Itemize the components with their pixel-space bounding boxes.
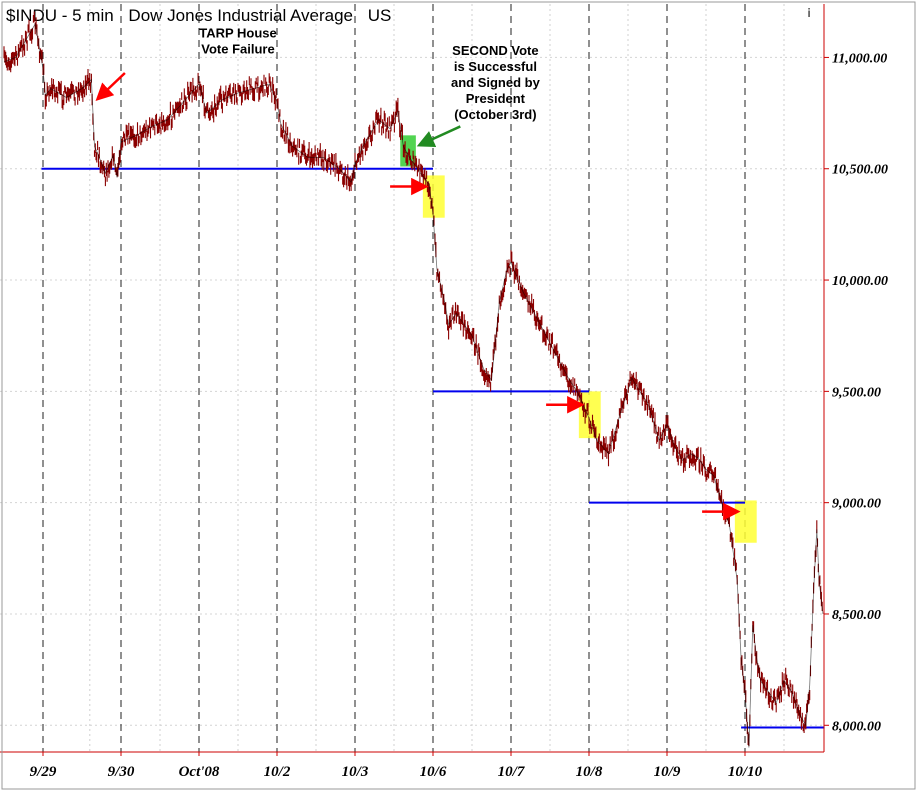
- x-tick-label: Oct'08: [179, 764, 220, 780]
- y-tick-label: 10,500.00: [832, 163, 888, 178]
- y-tick-label: 11,000.00: [832, 51, 887, 66]
- y-axis: 11,000.00 10,500.00 10,000.00 9,500.00 9,000…: [824, 51, 888, 734]
- highlight-box: [400, 135, 416, 167]
- y-tick-label: 9,500.00: [832, 385, 881, 400]
- chart-menu-icon[interactable]: ⅰ: [807, 6, 811, 20]
- annotation-line: Vote Failure: [201, 41, 274, 56]
- annotation-arrow: [416, 125, 461, 148]
- y-tick-label: 10,000.00: [832, 274, 888, 289]
- y-tick-label: 8,500.00: [832, 608, 881, 623]
- title-name: Dow Jones Industrial Average: [128, 6, 353, 25]
- annotation-tarp: TARP House Vote Failure: [199, 25, 277, 56]
- y-tick-label: 9,000.00: [832, 497, 881, 512]
- annotation-arrow: [95, 72, 126, 101]
- annotation-line: TARP House: [199, 25, 277, 40]
- annotations: TARP House Vote Failure SECOND Vote is Succ…: [199, 25, 540, 122]
- x-tick-label: 10/2: [264, 764, 291, 780]
- highlight-box: [734, 500, 757, 543]
- x-tick-label: 10/8: [576, 764, 603, 780]
- annotation-line: and Signed by: [451, 75, 541, 90]
- x-axis: 9/29 9/30 Oct'08 10/2 10/3 10/6 10/7 10/8 10/9 10…: [30, 752, 763, 780]
- x-tick-label: 10/10: [728, 764, 763, 780]
- price-line: [3, 22, 824, 748]
- annotation-line: is Successful: [454, 59, 537, 74]
- annotation-line: President: [466, 91, 526, 106]
- x-tick-label: 10/9: [654, 764, 681, 780]
- y-tick-label: 8,000.00: [832, 719, 881, 734]
- x-tick-label: 9/29: [30, 764, 57, 780]
- title-region: US: [368, 6, 392, 25]
- annotation-second: SECOND Vote is Successful and Signed by Pre…: [451, 43, 541, 122]
- x-tick-label: 10/3: [342, 764, 369, 780]
- x-tick-label: 10/7: [498, 764, 525, 780]
- title-symbol: $INDU - 5 min: [6, 6, 114, 25]
- x-tick-label: 9/30: [108, 764, 135, 780]
- annotation-line: SECOND Vote: [452, 43, 538, 58]
- price-series: [3, 11, 824, 748]
- x-tick-label: 10/6: [420, 764, 447, 780]
- annotation-arrows: [95, 72, 741, 521]
- annotation-line: (October 3rd): [454, 107, 536, 122]
